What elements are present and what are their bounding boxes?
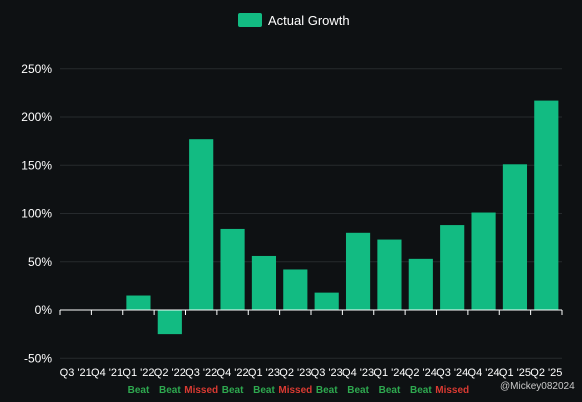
outcome-label: Missed <box>435 385 469 396</box>
x-tick-label: Q3 '22 <box>185 367 217 379</box>
bar <box>189 139 214 310</box>
x-tick-label: Q1 '24 <box>373 367 405 379</box>
bar <box>220 228 245 310</box>
outcome-label: Beat <box>410 385 432 396</box>
x-tick-label: Q4 '23 <box>342 367 374 379</box>
x-tick-label: Q3 '23 <box>311 367 343 379</box>
x-tick-label: Q2 '23 <box>279 367 311 379</box>
bar <box>534 100 559 310</box>
x-tick-label: Q1 '25 <box>499 367 531 379</box>
y-tick-label: 0% <box>35 303 53 317</box>
bar <box>126 295 151 310</box>
y-tick-label: 150% <box>21 158 52 172</box>
legend-label: Actual Growth <box>268 12 350 28</box>
y-tick-label: -50% <box>24 351 52 365</box>
outcome-label: Beat <box>316 385 338 396</box>
legend[interactable]: Actual Growth <box>238 10 350 30</box>
bar <box>157 310 182 335</box>
outcome-label: Beat <box>253 385 275 396</box>
x-tick-label: Q3 '21 <box>60 367 92 379</box>
outcome-label: Beat <box>347 385 369 396</box>
y-tick-label: 100% <box>21 207 52 221</box>
bar <box>251 255 277 310</box>
x-tick-label: Q4 '21 <box>91 367 123 379</box>
x-tick-label: Q1 '23 <box>248 367 280 379</box>
bar <box>283 269 308 310</box>
outcome-label: Beat <box>222 385 244 396</box>
x-tick-label: Q2 '25 <box>530 367 562 379</box>
x-tick-label: Q4 '22 <box>217 367 249 379</box>
bar <box>440 225 465 310</box>
y-tick-label: 250% <box>21 62 52 76</box>
x-tick-label: Q2 '24 <box>405 367 437 379</box>
watermark: @Mickey082024 <box>500 381 575 392</box>
bar <box>471 212 496 310</box>
bar <box>377 239 402 310</box>
x-tick-label: Q2 '22 <box>154 367 186 379</box>
bar <box>502 164 528 310</box>
y-tick-label: 50% <box>28 255 52 269</box>
bar <box>345 232 371 310</box>
outcome-label: Missed <box>278 385 312 396</box>
legend-swatch <box>238 13 262 27</box>
x-tick-label: Q1 '22 <box>122 367 154 379</box>
bar <box>408 258 433 310</box>
outcome-label: Missed <box>184 385 218 396</box>
outcome-label: Beat <box>128 385 150 396</box>
x-tick-label: Q3 '24 <box>436 367 468 379</box>
bar <box>314 292 339 310</box>
x-tick-label: Q4 '24 <box>468 367 500 379</box>
outcome-label: Beat <box>159 385 181 396</box>
outcome-label: Beat <box>379 385 401 396</box>
y-tick-label: 200% <box>21 110 52 124</box>
